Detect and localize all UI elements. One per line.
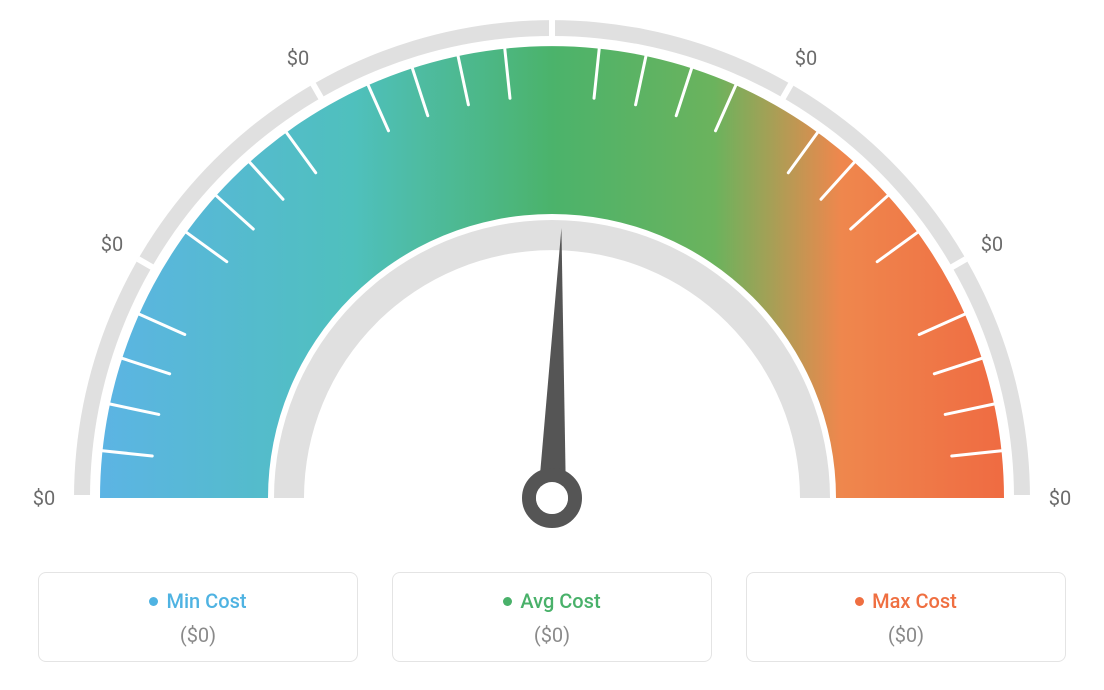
- legend-card-avg: Avg Cost ($0): [392, 572, 712, 662]
- legend-value: ($0): [757, 623, 1055, 647]
- legend-value: ($0): [49, 623, 347, 647]
- gauge-tick-label: $0: [541, 0, 563, 2]
- legend-label: Avg Cost: [520, 589, 600, 613]
- gauge-tick-label: $0: [795, 46, 817, 70]
- gauge-chart: $0 $0 $0 $0 $0 $0 $0: [0, 0, 1104, 560]
- gauge-svg: [0, 0, 1104, 560]
- gauge-tick-label: $0: [33, 486, 55, 510]
- legend-dot-avg: [503, 597, 512, 606]
- legend-value: ($0): [403, 623, 701, 647]
- legend-label: Min Cost: [166, 589, 246, 613]
- legend-card-min: Min Cost ($0): [38, 572, 358, 662]
- legend-dot-min: [149, 597, 158, 606]
- gauge-tick-label: $0: [981, 232, 1003, 256]
- legend-title-avg: Avg Cost: [503, 589, 600, 613]
- gauge-tick-label: $0: [1049, 486, 1071, 510]
- legend-row: Min Cost ($0) Avg Cost ($0) Max Cost ($0…: [0, 572, 1104, 662]
- legend-title-min: Min Cost: [149, 589, 246, 613]
- legend-title-max: Max Cost: [855, 589, 957, 613]
- legend-dot-max: [855, 597, 864, 606]
- legend-card-max: Max Cost ($0): [746, 572, 1066, 662]
- legend-label: Max Cost: [872, 589, 957, 613]
- gauge-tick-label: $0: [101, 232, 123, 256]
- gauge-tick-label: $0: [287, 46, 309, 70]
